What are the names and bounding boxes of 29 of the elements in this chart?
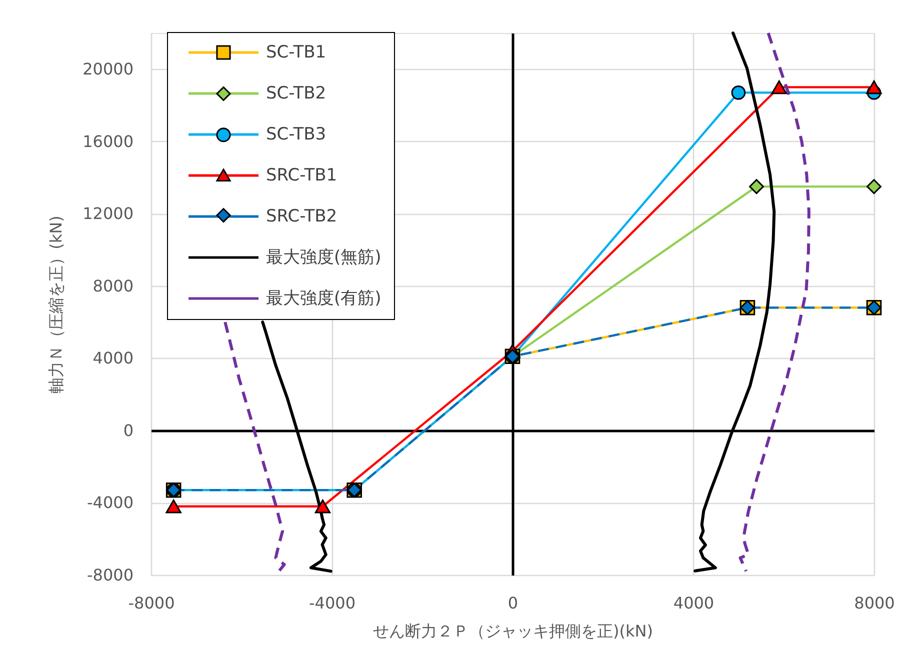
point [166, 499, 182, 514]
point [314, 499, 331, 514]
y-tick-label: 8000 [92, 276, 134, 296]
point [749, 179, 764, 194]
y-tick-label: -4000 [87, 493, 134, 512]
x-tick-label: 0 [508, 594, 518, 612]
point [731, 85, 746, 100]
legend-label: SC-TB1 [266, 42, 326, 62]
y-tick-label: 20000 [82, 60, 134, 79]
x-tick-label: -8000 [128, 594, 175, 612]
point [866, 80, 882, 94]
legend-label: SRC-TB2 [266, 206, 338, 226]
legend-label: SC-TB3 [266, 124, 326, 144]
y-tick-label: -8000 [87, 566, 134, 584]
y-axis-title: 軸力Ｎ（圧縮を正）(kN) [46, 216, 66, 394]
y-tick-label: 12000 [82, 204, 134, 224]
legend-label: SC-TB2 [266, 84, 326, 104]
y-tick-label: 0 [123, 420, 134, 440]
x-tick-label: 8000 [854, 594, 895, 612]
point [866, 179, 882, 194]
x-tick-label: -4000 [309, 594, 356, 612]
y-tick-label: 16000 [82, 132, 134, 151]
legend-label: 最大強度(無筋) [266, 248, 382, 268]
point [771, 80, 787, 94]
legend-label: 最大強度(有筋) [266, 288, 382, 308]
y-tick-label: 4000 [92, 348, 134, 368]
x-tick-label: 4000 [673, 594, 714, 612]
x-axis-title: せん断力２Ｐ（ジャッキ押側を正)(kN) [373, 622, 653, 640]
legend-label: SRC-TB1 [266, 166, 338, 186]
